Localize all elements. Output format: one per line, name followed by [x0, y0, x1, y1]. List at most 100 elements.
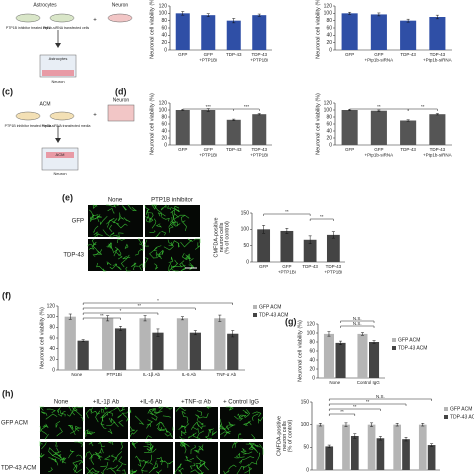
- neurite: [151, 413, 158, 421]
- y-tick-label: 40: [309, 357, 315, 363]
- neurite: [161, 230, 167, 236]
- neurite: [168, 256, 174, 263]
- neurite: [228, 421, 236, 426]
- neurite: [178, 467, 184, 472]
- neurite: [95, 451, 101, 458]
- bar: [176, 318, 189, 370]
- neurite: [106, 261, 112, 266]
- neurite: [143, 445, 153, 450]
- significance-bracket: [340, 320, 375, 323]
- bar: [325, 446, 334, 470]
- neurite: [205, 436, 213, 440]
- neurite: [181, 411, 186, 417]
- error-bar: [435, 113, 439, 116]
- neurite: [242, 409, 249, 414]
- x-tick-label: None: [329, 380, 340, 385]
- neurite: [48, 457, 57, 463]
- neurite: [237, 413, 244, 419]
- neurite: [198, 444, 204, 451]
- error-bar: [404, 437, 408, 442]
- y-tick-label: 20: [161, 40, 167, 46]
- neurite: [127, 204, 132, 210]
- neurite: [110, 232, 115, 236]
- neurite: [181, 441, 187, 454]
- significance-label: **: [377, 104, 381, 109]
- neurite: [58, 411, 66, 417]
- neurite: [105, 204, 116, 207]
- y-axis-label: Neuronal cell viability (%): [297, 320, 303, 382]
- y-tick-label: 40: [161, 33, 167, 39]
- neurite: [125, 266, 131, 272]
- neurite: [131, 469, 138, 474]
- error-bar: [257, 113, 261, 116]
- error-bar: [377, 109, 381, 112]
- y-tick-label: 120: [324, 3, 333, 9]
- bar: [114, 328, 127, 370]
- neurite: [86, 467, 97, 474]
- y-tick-label: 100: [324, 107, 333, 113]
- neurite: [100, 423, 107, 429]
- y-tick-label: 50: [243, 243, 249, 249]
- neurite: [168, 222, 181, 228]
- neurite: [195, 462, 205, 468]
- legend-label: GFP ACM: [259, 304, 281, 310]
- diagram-label: Astrocytes: [33, 2, 57, 8]
- neurite: [211, 430, 217, 437]
- diagram-a: +: [15, 13, 133, 78]
- neurite: [161, 217, 170, 222]
- error-bar: [395, 423, 399, 427]
- significance-label: **: [366, 399, 370, 404]
- bar: [427, 445, 436, 470]
- neurite: [234, 441, 238, 448]
- bar: [64, 316, 76, 370]
- neurite: [41, 441, 47, 450]
- x-tick-label: IL-6 Ab: [182, 372, 197, 377]
- x-tick-label: GFP: [259, 264, 268, 269]
- diagram-label: Neuron: [51, 79, 64, 84]
- neurite: [71, 407, 78, 413]
- y-tick-label: 100: [47, 314, 56, 320]
- y-axis-label: Neuronal cell viability (%): [39, 307, 45, 369]
- neurite: [180, 425, 187, 429]
- bar: [201, 110, 216, 145]
- neurite: [244, 466, 253, 474]
- neurite: [174, 214, 185, 219]
- plus: +: [93, 113, 97, 119]
- neurite: [89, 209, 94, 220]
- significance-bracket: [263, 213, 311, 216]
- x-tick-label: TDP-43: [400, 52, 416, 57]
- neurite: [189, 462, 195, 470]
- bar: [400, 20, 417, 50]
- neurite: [199, 413, 209, 419]
- y-tick-label: 80: [161, 18, 167, 24]
- neurite: [134, 415, 145, 425]
- neurite: [106, 467, 116, 474]
- neurite: [74, 463, 78, 473]
- neurite: [164, 433, 173, 438]
- neurite: [139, 263, 144, 271]
- error-bar: [377, 12, 381, 17]
- bar: [152, 332, 164, 370]
- error-bar: [81, 339, 85, 342]
- neurite: [167, 239, 174, 246]
- neurite: [182, 415, 189, 424]
- neurite: [46, 408, 56, 414]
- legend-label: GFP ACM: [398, 337, 420, 343]
- error-bar: [180, 316, 184, 321]
- neurite: [152, 460, 157, 470]
- panel-label: (h): [2, 388, 14, 398]
- y-tick-label: 150: [241, 210, 250, 216]
- neurite: [55, 441, 59, 447]
- bar: [370, 14, 387, 50]
- x-tick-label: TDP-43 +PTP1Bi: [250, 147, 268, 158]
- neurite: [137, 238, 144, 245]
- bar: [189, 332, 201, 370]
- significance-bracket: [82, 312, 159, 315]
- neurite: [91, 410, 101, 415]
- bar: [226, 119, 241, 145]
- y-tick-label: 60: [161, 121, 167, 127]
- error-bar: [339, 340, 343, 345]
- error-bar: [435, 14, 439, 20]
- neurite: [168, 262, 174, 272]
- bar: [227, 333, 239, 370]
